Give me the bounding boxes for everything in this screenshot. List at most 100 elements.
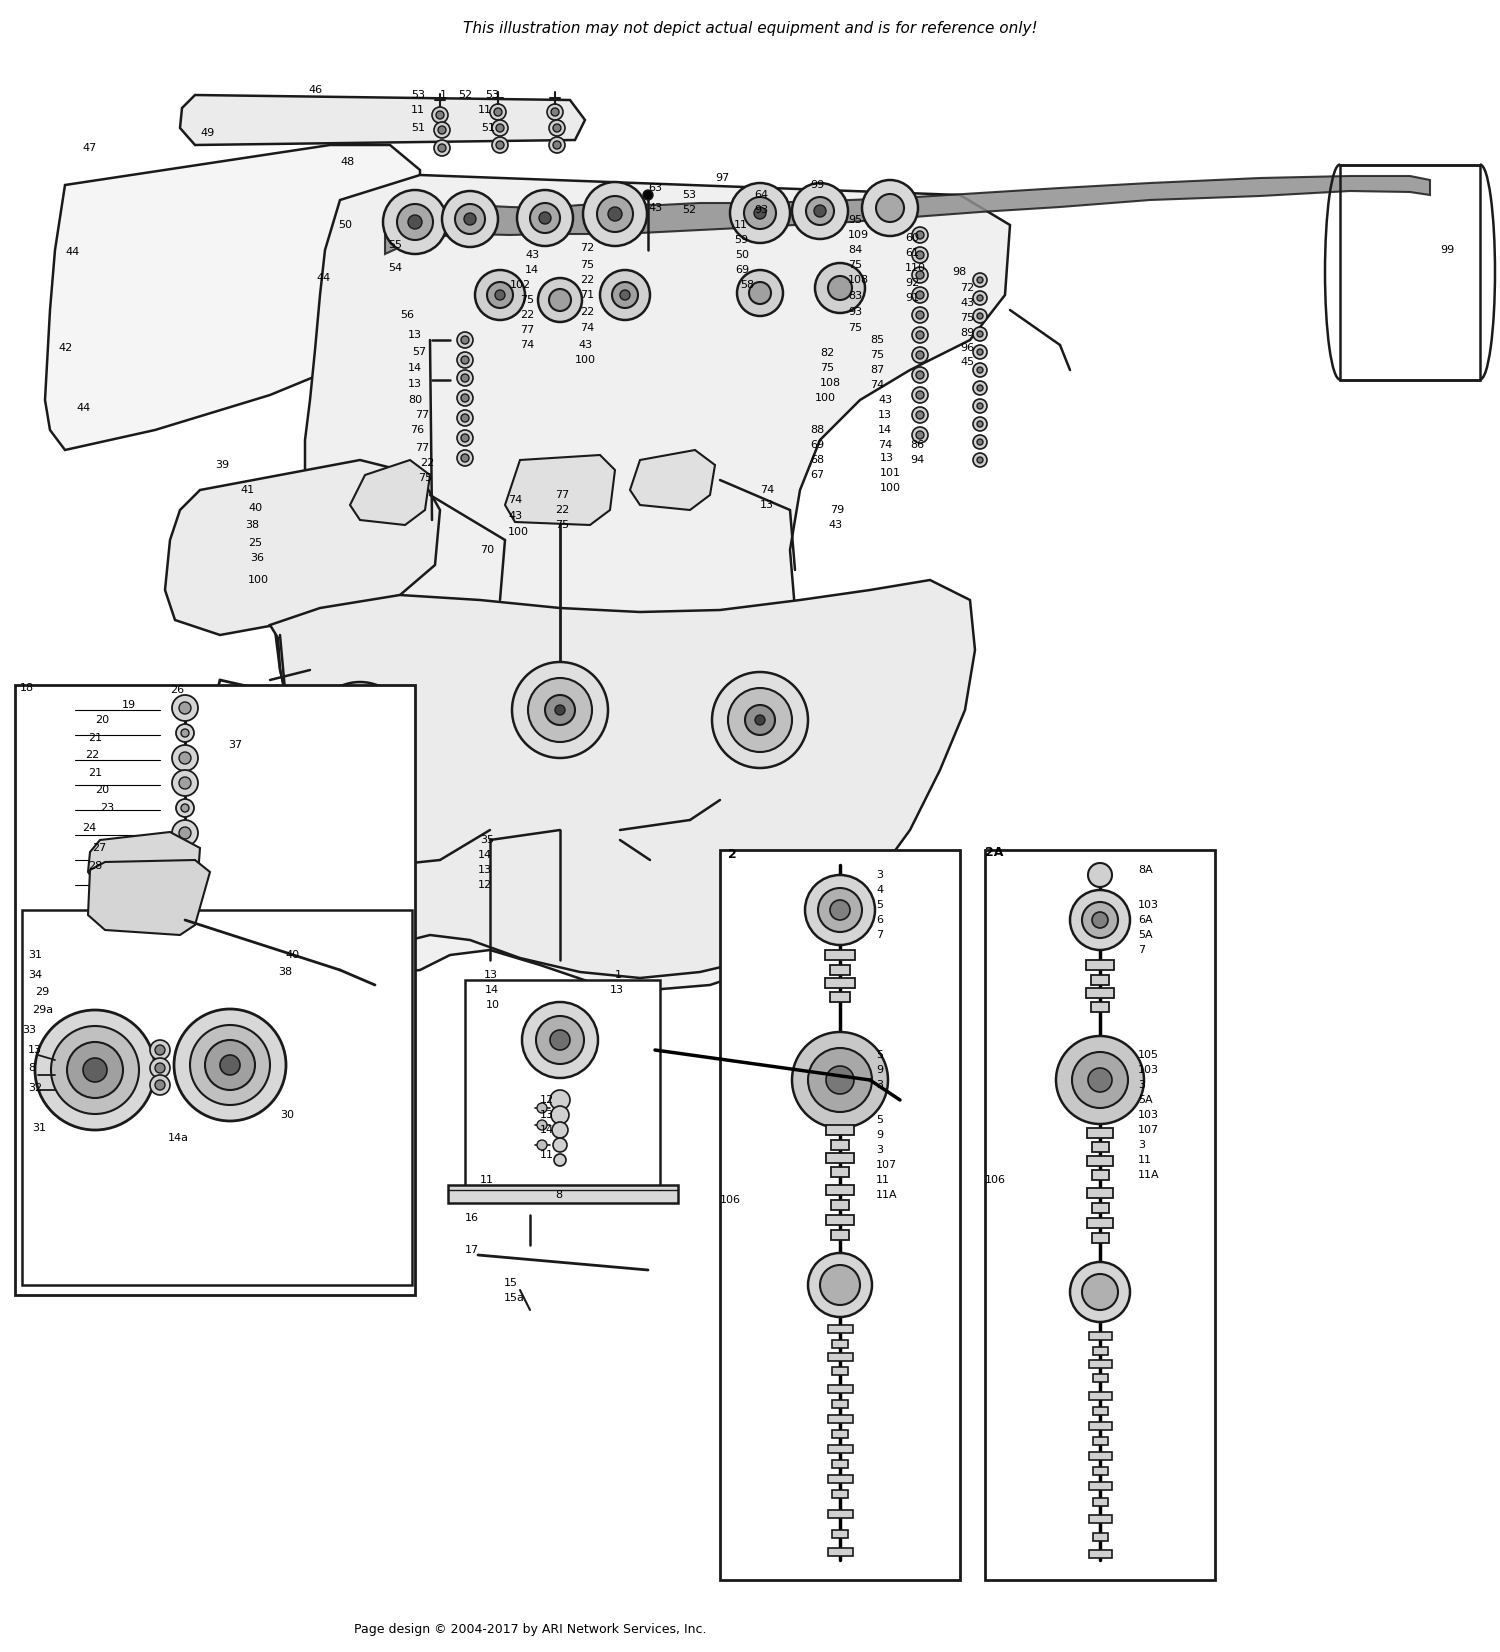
Polygon shape xyxy=(165,459,440,634)
Bar xyxy=(1094,1533,1108,1541)
Bar xyxy=(833,1431,848,1437)
Text: 14: 14 xyxy=(484,985,500,995)
Bar xyxy=(720,851,960,1579)
Text: 106: 106 xyxy=(720,1194,741,1204)
Text: 75: 75 xyxy=(847,259,862,269)
Circle shape xyxy=(620,291,630,301)
Circle shape xyxy=(748,282,771,304)
Bar xyxy=(1094,1408,1108,1416)
Text: 13: 13 xyxy=(408,330,422,340)
Text: 7: 7 xyxy=(1138,945,1144,955)
Circle shape xyxy=(612,282,638,307)
Circle shape xyxy=(494,107,502,116)
Text: 46: 46 xyxy=(308,84,322,96)
Circle shape xyxy=(312,682,408,778)
Circle shape xyxy=(1082,1274,1118,1310)
Bar xyxy=(827,1184,854,1194)
Circle shape xyxy=(974,309,987,324)
Text: 72: 72 xyxy=(580,243,594,253)
Circle shape xyxy=(644,190,652,200)
Text: 51: 51 xyxy=(411,122,424,134)
Circle shape xyxy=(34,1009,154,1130)
Text: 13: 13 xyxy=(28,1046,42,1056)
Circle shape xyxy=(458,410,472,426)
Text: 76: 76 xyxy=(410,425,424,434)
Circle shape xyxy=(976,296,982,301)
Text: 106: 106 xyxy=(986,1175,1006,1184)
Text: 9: 9 xyxy=(876,1066,884,1075)
Text: 14: 14 xyxy=(540,1125,554,1135)
Bar xyxy=(831,1140,849,1150)
Polygon shape xyxy=(88,861,210,935)
Circle shape xyxy=(818,889,862,932)
Bar xyxy=(831,1231,849,1241)
Text: 12: 12 xyxy=(540,1095,554,1105)
Circle shape xyxy=(460,355,470,363)
Circle shape xyxy=(550,1029,570,1051)
Circle shape xyxy=(1070,1262,1130,1322)
Text: 22: 22 xyxy=(520,311,534,320)
Text: 43: 43 xyxy=(509,510,522,520)
Text: 63: 63 xyxy=(648,183,662,193)
Circle shape xyxy=(554,140,561,149)
Circle shape xyxy=(356,725,364,735)
Circle shape xyxy=(345,715,375,745)
Text: 43: 43 xyxy=(878,395,892,405)
Text: 75: 75 xyxy=(960,312,974,324)
Circle shape xyxy=(808,1252,871,1317)
Bar xyxy=(828,1325,854,1333)
Bar xyxy=(1094,1467,1108,1475)
Text: 13: 13 xyxy=(484,970,498,980)
Circle shape xyxy=(458,449,472,466)
Text: 11: 11 xyxy=(1138,1155,1152,1165)
Text: 69: 69 xyxy=(735,264,748,274)
Circle shape xyxy=(178,852,190,864)
Circle shape xyxy=(974,345,987,358)
Circle shape xyxy=(460,393,470,401)
Circle shape xyxy=(974,400,987,413)
Bar xyxy=(1092,1170,1108,1180)
Text: 38: 38 xyxy=(278,966,292,976)
Text: 107: 107 xyxy=(876,1160,897,1170)
Circle shape xyxy=(496,140,504,149)
Bar xyxy=(1090,1003,1108,1013)
Polygon shape xyxy=(270,175,1010,990)
Circle shape xyxy=(554,1155,566,1166)
Text: 4: 4 xyxy=(876,885,884,895)
Circle shape xyxy=(912,406,928,423)
Text: 97: 97 xyxy=(716,173,729,183)
Circle shape xyxy=(178,752,190,763)
Circle shape xyxy=(976,349,982,355)
Circle shape xyxy=(172,846,198,871)
Circle shape xyxy=(182,729,189,737)
Text: 44: 44 xyxy=(64,248,80,258)
Circle shape xyxy=(178,902,190,914)
Circle shape xyxy=(712,672,809,768)
Text: 47: 47 xyxy=(82,144,96,154)
Text: 12: 12 xyxy=(478,881,492,890)
Bar xyxy=(827,1125,854,1135)
Bar xyxy=(828,1475,854,1483)
Bar xyxy=(833,1460,848,1469)
Text: 11: 11 xyxy=(876,1175,890,1184)
Circle shape xyxy=(432,107,448,122)
Circle shape xyxy=(172,819,198,846)
Text: 22: 22 xyxy=(420,458,435,468)
Text: 58: 58 xyxy=(740,279,754,291)
Text: 6A: 6A xyxy=(1138,915,1152,925)
Circle shape xyxy=(458,352,472,368)
Circle shape xyxy=(460,335,470,344)
Text: 99: 99 xyxy=(810,180,825,190)
Circle shape xyxy=(808,1047,871,1112)
Bar xyxy=(830,965,850,975)
Text: 107: 107 xyxy=(1138,1125,1160,1135)
Circle shape xyxy=(976,403,982,410)
Text: 42: 42 xyxy=(58,344,72,354)
Circle shape xyxy=(550,107,560,116)
Circle shape xyxy=(408,215,422,230)
Circle shape xyxy=(458,332,472,349)
Circle shape xyxy=(976,330,982,337)
Text: 99: 99 xyxy=(1440,244,1454,254)
Text: 40: 40 xyxy=(248,502,262,514)
Circle shape xyxy=(554,1138,567,1151)
